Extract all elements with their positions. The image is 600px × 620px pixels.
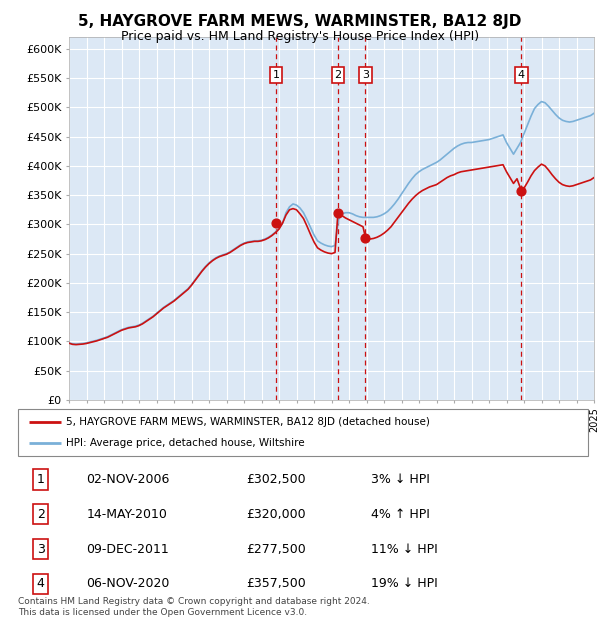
Point [361, 232, 370, 242]
Text: £320,000: £320,000 [246, 508, 305, 521]
Text: 4: 4 [37, 577, 45, 590]
Text: 5, HAYGROVE FARM MEWS, WARMINSTER, BA12 8JD: 5, HAYGROVE FARM MEWS, WARMINSTER, BA12 … [79, 14, 521, 29]
Text: 3: 3 [37, 542, 45, 556]
Text: 5, HAYGROVE FARM MEWS, WARMINSTER, BA12 8JD (detached house): 5, HAYGROVE FARM MEWS, WARMINSTER, BA12 … [67, 417, 430, 427]
Text: 2: 2 [334, 70, 341, 80]
Text: 1: 1 [272, 70, 280, 80]
Text: 11% ↓ HPI: 11% ↓ HPI [371, 542, 438, 556]
Text: 2: 2 [37, 508, 45, 521]
Text: 1: 1 [37, 473, 45, 486]
Text: 4% ↑ HPI: 4% ↑ HPI [371, 508, 430, 521]
Text: Price paid vs. HM Land Registry's House Price Index (HPI): Price paid vs. HM Land Registry's House … [121, 30, 479, 43]
Text: 3: 3 [362, 70, 369, 80]
Text: 09-DEC-2011: 09-DEC-2011 [86, 542, 169, 556]
Text: HPI: Average price, detached house, Wiltshire: HPI: Average price, detached house, Wilt… [67, 438, 305, 448]
Point [271, 218, 281, 228]
Text: 3% ↓ HPI: 3% ↓ HPI [371, 473, 430, 486]
Text: 19% ↓ HPI: 19% ↓ HPI [371, 577, 438, 590]
Text: 02-NOV-2006: 02-NOV-2006 [86, 473, 170, 486]
Text: Contains HM Land Registry data © Crown copyright and database right 2024.
This d: Contains HM Land Registry data © Crown c… [18, 598, 370, 617]
Text: £302,500: £302,500 [246, 473, 305, 486]
Text: 14-MAY-2010: 14-MAY-2010 [86, 508, 167, 521]
Point [517, 186, 526, 196]
Point [333, 208, 343, 218]
Text: 4: 4 [518, 70, 525, 80]
Text: £277,500: £277,500 [246, 542, 306, 556]
Text: 06-NOV-2020: 06-NOV-2020 [86, 577, 170, 590]
Text: £357,500: £357,500 [246, 577, 306, 590]
